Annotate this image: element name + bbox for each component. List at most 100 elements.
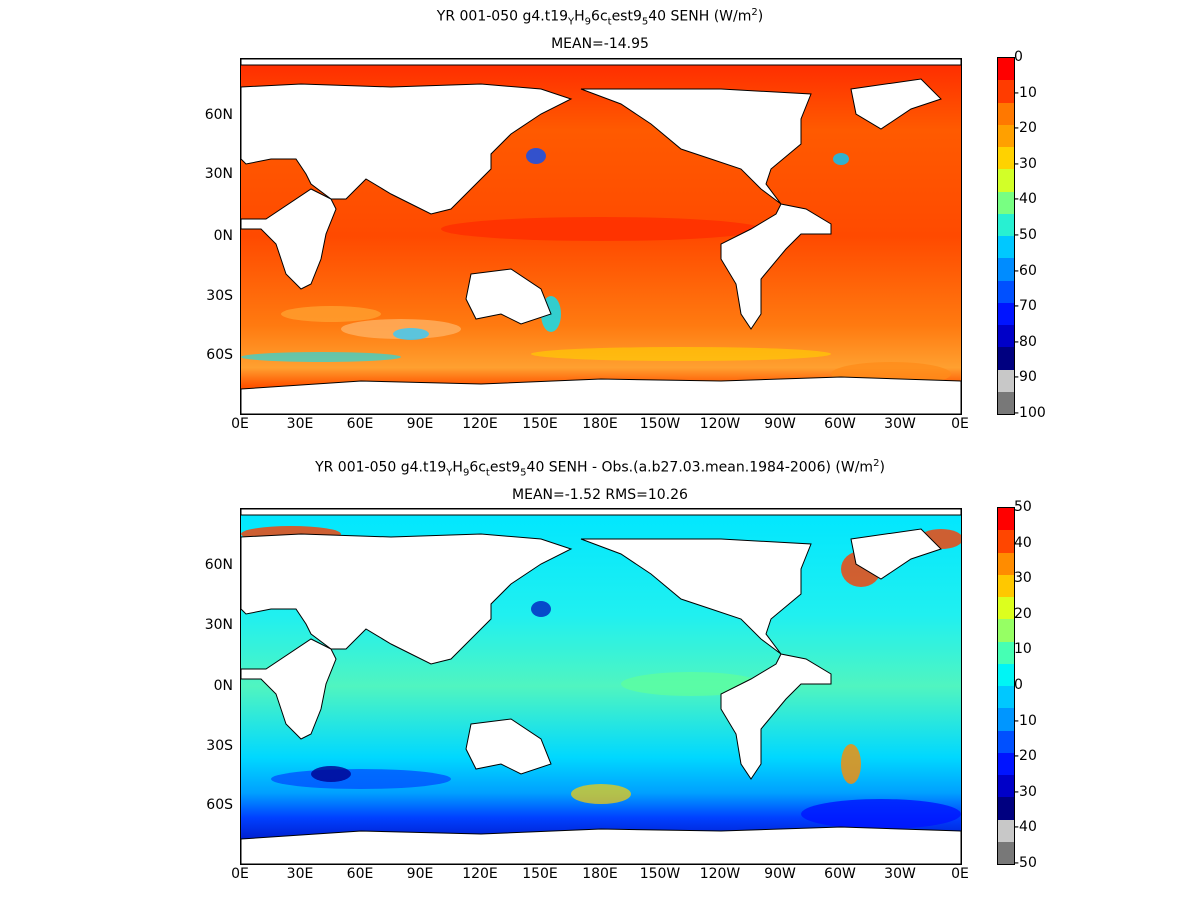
panel1-title: YR 001-050 g4.t19YH96ctest9540 SENH (W/m… <box>0 7 1200 27</box>
panel2-lon-label: 90W <box>764 866 796 882</box>
panel1-title-sub: Y <box>568 16 575 28</box>
panel2-lat-label: 60N <box>204 557 233 573</box>
panel2-title-text: est9 <box>489 459 521 476</box>
panel2-map-svg <box>241 509 961 864</box>
colorbar-swatch <box>998 213 1014 236</box>
panel1-lon-label: 120W <box>699 416 741 432</box>
panel1-land <box>241 59 961 414</box>
panel1-lon-label: 30E <box>286 416 314 432</box>
panel1-map-svg <box>241 59 961 414</box>
colorbar-tick-label: -40 <box>1014 819 1037 836</box>
panel1-lon-label: 0E <box>231 416 249 432</box>
colorbar-tick-label: -20 <box>1014 120 1037 137</box>
panel2-lon-label: 30W <box>884 866 916 882</box>
panel2-title-text: ) <box>879 459 885 476</box>
panel1-lon-label: 150E <box>522 416 558 432</box>
colorbar-swatch <box>998 775 1014 798</box>
colorbar-swatch <box>998 58 1014 81</box>
panel2-lon-label: 0E <box>951 866 969 882</box>
panel2-lon-label: 120W <box>699 866 741 882</box>
panel1-title-text: YR 001-050 g4.t19 <box>436 8 569 25</box>
colorbar-swatch <box>998 391 1014 414</box>
colorbar-swatch <box>998 752 1014 775</box>
panel2-lon-label: 150E <box>522 866 558 882</box>
colorbar-tick-label: -10 <box>1014 712 1037 729</box>
panel1-title-text: H <box>574 8 585 25</box>
panel2-title-sub: t <box>485 467 490 479</box>
colorbar-tick-label: -60 <box>1014 262 1037 279</box>
panel2-lon-label: 30E <box>286 866 314 882</box>
panel2-title-text: YR 001-050 g4.t19 <box>315 459 447 476</box>
panel2-title-text: 6c <box>469 459 486 476</box>
panel2-title-sub: Y <box>446 467 453 479</box>
panel1-lat-label: 60N <box>204 107 233 123</box>
colorbar-swatch <box>998 102 1014 125</box>
panel1-title-sup: 2 <box>751 7 758 18</box>
panel1-lon-label: 0E <box>951 416 969 432</box>
panel2-map <box>240 508 962 865</box>
colorbar-tick-label: -10 <box>1014 84 1037 101</box>
panel1-lon-label: 150W <box>639 416 681 432</box>
panel2-title-sub: 9 <box>462 467 470 479</box>
colorbar-swatch <box>998 347 1014 370</box>
panel2-lat-label: 30S <box>206 738 233 754</box>
colorbar-swatch <box>998 191 1014 214</box>
panel1-title-sub: 5 <box>641 16 649 28</box>
panel2-lat-label: 60S <box>206 797 233 813</box>
panel1-lon-label: 180E <box>582 416 618 432</box>
colorbar-tick-label: 10 <box>1014 641 1032 658</box>
colorbar-swatch <box>998 302 1014 325</box>
panel2-lon-label: 0E <box>231 866 249 882</box>
panel1-title-sub: t <box>607 16 612 28</box>
colorbar-tick-label: -50 <box>1014 227 1037 243</box>
panel2-lon-label: 180E <box>582 866 618 882</box>
colorbar-tick-label: 50 <box>1014 499 1032 515</box>
panel2-lon-label: 150W <box>639 866 681 882</box>
colorbar-swatch <box>998 325 1014 348</box>
panel1-lat-label: 60S <box>206 347 233 363</box>
colorbar-swatch <box>998 169 1014 192</box>
panel2-title-sub: 5 <box>520 467 527 479</box>
colorbar-tick-label: 0 <box>1014 677 1023 693</box>
colorbar-tick-label: -40 <box>1014 191 1037 208</box>
panel2-lon-label: 60W <box>824 866 856 882</box>
panel2-lon-label: 120E <box>462 866 498 882</box>
panel1-title-text: 40 SENH (W/m <box>648 8 752 25</box>
panel1-lon-label: 120E <box>462 416 498 432</box>
panel1-lon-label: 90E <box>406 416 434 432</box>
panel2-land <box>241 509 961 864</box>
colorbar-swatch <box>998 369 1014 392</box>
panel1-lat-label: 30S <box>206 288 233 304</box>
colorbar-tick-label: -20 <box>1014 748 1037 765</box>
colorbar-tick-label: -30 <box>1014 783 1037 800</box>
colorbar-tick-label: -80 <box>1014 333 1037 350</box>
panel1-lon-label: 60E <box>346 416 374 432</box>
colorbar-swatch <box>998 619 1014 642</box>
colorbar-swatch <box>998 236 1014 259</box>
colorbar-swatch <box>998 80 1014 103</box>
colorbar-swatch <box>998 574 1014 597</box>
colorbar-swatch <box>998 686 1014 709</box>
panel1-map <box>240 58 962 415</box>
panel2-lon-label: 90E <box>406 866 434 882</box>
colorbar-tick-label: 40 <box>1014 534 1032 551</box>
panel1-title-text: ) <box>757 8 764 25</box>
panel1-title-text: est9 <box>611 8 642 25</box>
panel1-colorbar <box>997 57 1015 415</box>
colorbar-tick-label: 0 <box>1014 49 1023 65</box>
colorbar-tick-label: -70 <box>1014 298 1037 315</box>
panel1-lat-label: 0N <box>213 228 233 244</box>
panel2-title-text: 40 SENH - Obs.(a.b27.03.mean.1984-2006) … <box>526 459 874 476</box>
colorbar-tick-label: -50 <box>1014 855 1037 871</box>
colorbar-tick-label: 20 <box>1014 605 1032 622</box>
colorbar-tick-label: -90 <box>1014 369 1037 386</box>
colorbar-swatch <box>998 258 1014 281</box>
panel2-lat-label: 0N <box>213 678 233 694</box>
colorbar-swatch <box>998 147 1014 170</box>
colorbar-swatch <box>998 124 1014 147</box>
colorbar-swatch <box>998 841 1014 864</box>
colorbar-tick-label: -30 <box>1014 155 1037 172</box>
colorbar-swatch <box>998 663 1014 686</box>
panel1-title-sub: 9 <box>584 16 592 28</box>
panel1-lon-label: 30W <box>884 416 916 432</box>
